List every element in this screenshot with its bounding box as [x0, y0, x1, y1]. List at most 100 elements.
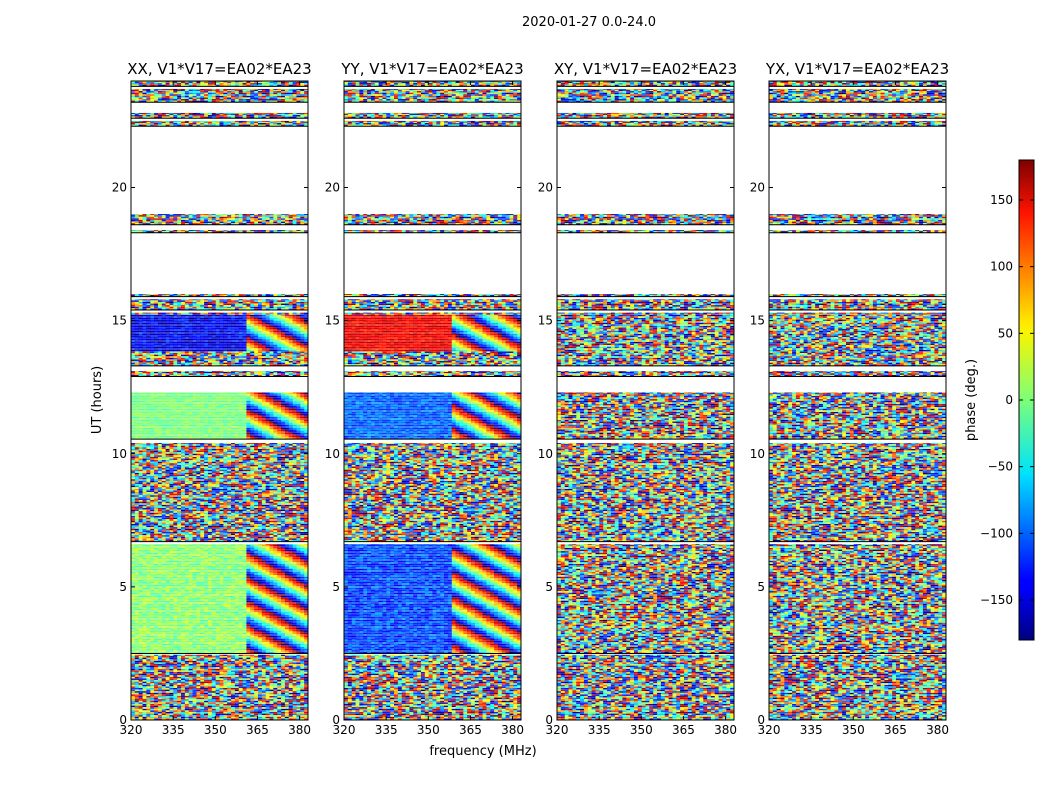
phase-cell [150, 705, 155, 708]
phase-cell [227, 575, 232, 577]
phase-cell [223, 686, 228, 688]
phase-cell [281, 654, 286, 656]
phase-cell [234, 559, 240, 561]
phase-cell [192, 696, 197, 698]
phase-cell [277, 632, 282, 635]
phase-cell [257, 692, 263, 695]
phase-cell [142, 715, 147, 717]
phase-cell [300, 565, 305, 567]
phase-cell [207, 647, 213, 649]
phase-cell [304, 673, 308, 676]
phase-cell [169, 699, 174, 701]
phase-cell [227, 656, 232, 658]
phase-cell [277, 611, 282, 614]
phase-cell [157, 615, 163, 617]
phase-cell [188, 683, 193, 685]
phase-cell [165, 659, 170, 661]
phase-cell [227, 688, 232, 690]
phase-cell [296, 565, 301, 567]
phase-cell [288, 660, 294, 663]
phase-cell [300, 605, 305, 607]
phase-cell [200, 603, 205, 606]
phase-cell [200, 544, 205, 547]
phase-cell [284, 570, 290, 572]
phase-cell [281, 583, 286, 585]
phase-cell [288, 670, 294, 672]
phase-cell [200, 560, 205, 563]
phase-cell [288, 654, 294, 656]
phase-cell [207, 716, 213, 719]
phase-cell [242, 616, 247, 619]
phase-cell [142, 696, 147, 698]
phase-cell [200, 691, 205, 693]
phase-cell [169, 696, 174, 698]
phase-cell [257, 635, 263, 638]
phase-cell [223, 621, 228, 623]
phase-cell [219, 627, 224, 630]
phase-cell [173, 579, 178, 582]
phase-cell [157, 688, 163, 690]
phase-cell [161, 624, 167, 627]
phase-cell [227, 662, 232, 664]
phase-cell [161, 708, 167, 711]
phase-cell [181, 684, 186, 687]
phase-cell [223, 591, 228, 593]
phase-cell [165, 546, 170, 548]
phase-cell [265, 712, 270, 714]
phase-cell [254, 589, 259, 591]
phase-cell [223, 576, 228, 579]
phase-cell [231, 647, 236, 649]
phase-cell [157, 560, 163, 563]
phase-cell [165, 600, 170, 603]
phase-cell [157, 629, 163, 631]
phase-cell [254, 643, 259, 646]
phase-cell [154, 570, 159, 572]
phase-cell [257, 654, 263, 656]
phase-cell [188, 639, 193, 641]
phase-cell [134, 587, 140, 590]
phase-cell [184, 680, 190, 682]
phase-cell [304, 560, 308, 563]
phase-cell [284, 576, 290, 579]
phase-cell [211, 562, 217, 564]
phase-cell [250, 702, 255, 704]
phase-cell [146, 634, 151, 636]
phase-cell [227, 699, 232, 701]
phase-cell [223, 578, 228, 580]
phase-cell [261, 670, 267, 672]
phase-cell [246, 629, 251, 631]
phase-cell [257, 554, 263, 556]
phase-cell [231, 568, 236, 571]
phase-cell [300, 600, 305, 603]
phase-cell [231, 589, 236, 591]
phase-cell [257, 647, 263, 649]
phase-cell [219, 562, 224, 564]
phase-cell [257, 707, 263, 709]
phase-cell [234, 651, 240, 654]
phase-cell [150, 645, 155, 647]
phase-cell [215, 619, 220, 622]
phase-cell [192, 664, 197, 666]
phase-cell [134, 678, 140, 680]
phase-cell [257, 631, 263, 633]
phase-cell [304, 583, 308, 585]
phase-cell [296, 635, 301, 638]
phase-cell [188, 642, 193, 644]
phase-cell [246, 681, 251, 684]
phase-cell [134, 629, 140, 631]
phase-cell [238, 591, 243, 593]
phase-cell [181, 686, 186, 688]
phase-cell [150, 710, 155, 712]
phase-cell [269, 587, 274, 590]
phase-cell [207, 675, 213, 677]
phase-cell [142, 639, 147, 641]
phase-cell [227, 565, 232, 567]
phase-cell [169, 629, 174, 631]
phase-cell [142, 619, 147, 622]
phase-cell [242, 610, 247, 612]
phase-cell [292, 615, 297, 617]
phase-cell [154, 586, 159, 588]
phase-cell [277, 554, 282, 556]
phase-cell [200, 688, 205, 690]
phase-cell [234, 704, 240, 706]
